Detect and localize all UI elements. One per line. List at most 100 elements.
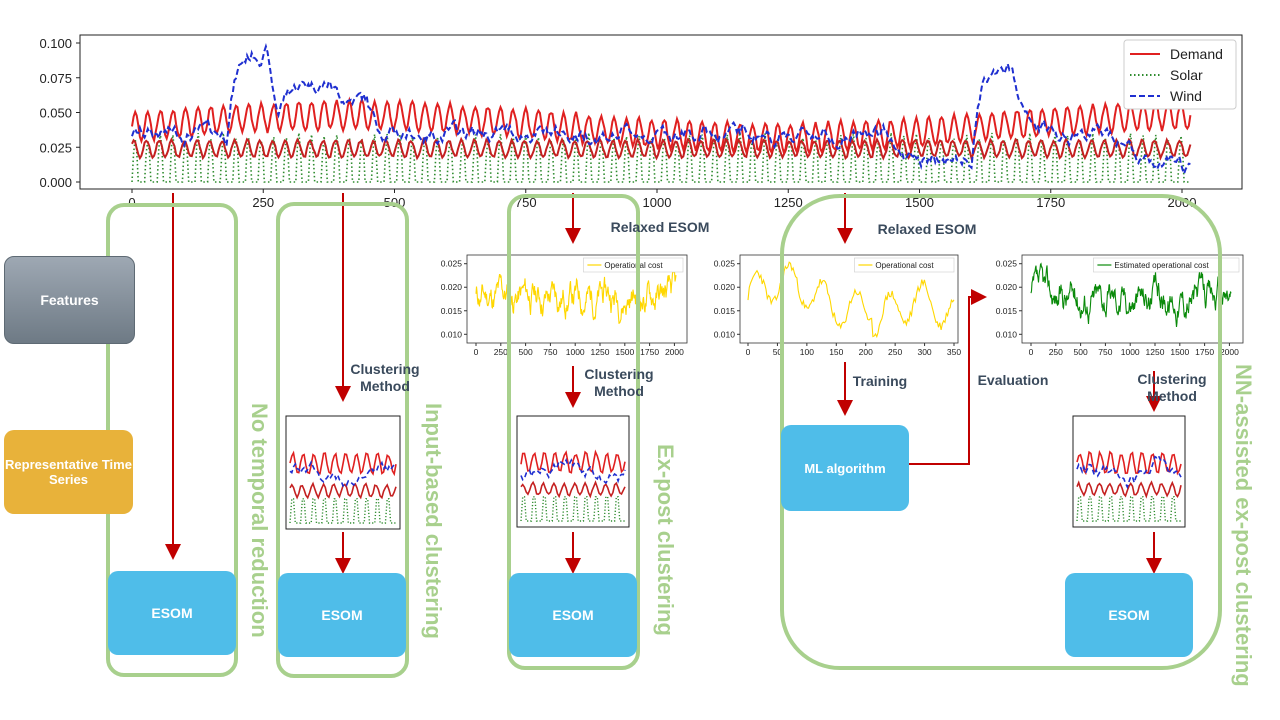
x-tick-label: 500: [1074, 347, 1088, 357]
thumb-demand-high: [520, 449, 626, 475]
x-tick-label: 300: [917, 347, 931, 357]
ml-algorithm-box: ML algorithm: [781, 425, 909, 511]
y-tick-label: 0.015: [996, 306, 1018, 316]
operational-cost-chart-full: 0.010 0.015 0.020 0.025 0 250 500 750 1000 1250 15…: [441, 254, 688, 357]
y-tick-label: 0.100: [39, 36, 72, 51]
label-input-based-clustering: Input-based clustering: [421, 403, 446, 639]
x-tick-label: 1500: [905, 195, 934, 210]
cost-line: [1030, 262, 1232, 327]
evaluation-arrow: [909, 289, 987, 465]
relaxed-esom-label-1: Relaxed ESOM: [610, 219, 710, 235]
y-tick-label: 0.000: [39, 175, 72, 190]
legend-box: [1093, 257, 1240, 273]
x-tick-label: 0: [1029, 347, 1034, 357]
legend-box: [854, 257, 955, 273]
x-tick-label: 1000: [1121, 347, 1140, 357]
thumb-demand-low: [1076, 480, 1182, 499]
y-tick-label: 0.025: [39, 140, 72, 155]
legend-box: [583, 257, 684, 273]
thumb-wind: [289, 460, 397, 488]
x-tick-label: 1500: [615, 347, 634, 357]
clustering-method-label-3: Clustering Method: [1137, 371, 1207, 404]
legend-label: Operational cost: [875, 261, 934, 270]
x-tick-label: 50: [773, 347, 783, 357]
esom-box-input-based: ESOM: [278, 573, 406, 657]
x-tick-label: 250: [1049, 347, 1063, 357]
x-tick-label: 500: [519, 347, 533, 357]
x-tick-label: 0: [474, 347, 479, 357]
frame-ex-post: [507, 194, 640, 670]
y-tick-label: 0.020: [441, 282, 463, 292]
x-tick-label: 1750: [640, 347, 659, 357]
x-tick-label: 150: [829, 347, 843, 357]
x-tick-label: 250: [494, 347, 508, 357]
thumb-wind: [1076, 454, 1182, 490]
label-no-temporal-reduction: No temporal reduction: [247, 403, 272, 638]
x-tick-label: 1250: [774, 195, 803, 210]
relaxed-esom-label-2: Relaxed ESOM: [877, 221, 977, 237]
y-tick-label: 0.025: [996, 259, 1018, 269]
esom-box-no-reduction: ESOM: [108, 571, 236, 655]
demand-line-low: [131, 136, 1192, 162]
representative-series-box: Representative Time Series: [4, 430, 133, 514]
thumb-demand-high: [1076, 449, 1182, 476]
x-tick-label: 1750: [1036, 195, 1065, 210]
x-tick-label: 200: [859, 347, 873, 357]
x-tick-label: 750: [543, 347, 557, 357]
x-tick-label: 250: [888, 347, 902, 357]
x-tick-label: 250: [252, 195, 274, 210]
x-tick-label: 1500: [1170, 347, 1189, 357]
x-tick-label: 100: [800, 347, 814, 357]
label-ex-post-clustering: Ex-post clustering: [653, 444, 678, 636]
y-tick-label: 0.010: [441, 329, 463, 339]
y-tick-label: 0.075: [39, 71, 72, 86]
representative-series-thumbnail-nn: [1072, 415, 1186, 528]
clustering-method-label-1: Clustering Method: [350, 361, 420, 394]
y-tick-label: 0.010: [714, 329, 736, 339]
esom-box-ex-post: ESOM: [509, 573, 637, 657]
legend: Demand Solar Wind: [1123, 39, 1237, 110]
x-tick-label: 2000: [1220, 347, 1239, 357]
y-tick-label: 0.025: [714, 259, 736, 269]
frame-input-based: [276, 202, 409, 678]
thumb-demand-high: [289, 450, 397, 477]
y-tick-label: 0.050: [39, 106, 72, 121]
esom-box-nn: ESOM: [1065, 573, 1193, 657]
label-nn-assisted-clustering: NN-assisted ex-post clustering: [1231, 364, 1256, 687]
legend-label: Solar: [1170, 67, 1203, 83]
demand-line-high: [131, 96, 1192, 157]
representative-series-thumbnail-ex-post: [516, 415, 630, 528]
legend-box: [1123, 39, 1237, 110]
main-plot-frame: [79, 34, 1243, 190]
x-tick-label: 0: [128, 195, 135, 210]
thumb-demand-low: [520, 480, 626, 499]
estimated-operational-cost-chart: 0.010 0.015 0.020 0.025 0 250 500 750 1000 1250 15…: [996, 254, 1244, 357]
operational-cost-chart-reduced: 0.010 0.015 0.020 0.025 0 50 100 150 200 250 300 35…: [714, 254, 961, 357]
y-tick-label: 0.015: [714, 306, 736, 316]
x-tick-label: 1250: [591, 347, 610, 357]
x-tick-label: 750: [1098, 347, 1112, 357]
main-timeseries-chart: 0 250 500 750 1000 1250 1500 1750 20000.0000.025…: [39, 34, 1243, 210]
legend-label: Operational cost: [604, 261, 663, 270]
thumb-wind: [520, 457, 626, 485]
clustering-method-label-2: Clustering Method: [584, 366, 654, 399]
y-tick-label: 0.020: [996, 282, 1018, 292]
y-tick-label: 0.015: [441, 306, 463, 316]
x-tick-label: 1250: [1146, 347, 1165, 357]
y-tick-label: 0.025: [441, 259, 463, 269]
representative-series-thumbnail-input-based: [285, 415, 401, 530]
x-tick-label: 1000: [643, 195, 672, 210]
x-tick-label: 0: [746, 347, 751, 357]
x-tick-label: 1000: [566, 347, 585, 357]
legend-label: Demand: [1170, 46, 1223, 62]
y-tick-label: 0.010: [996, 329, 1018, 339]
flow-arrows: [165, 193, 1162, 574]
training-label: Training: [852, 373, 908, 389]
legend-label: Estimated operational cost: [1114, 261, 1209, 270]
x-tick-label: 2000: [665, 347, 684, 357]
y-tick-label: 0.020: [714, 282, 736, 292]
wind-line: [131, 43, 1191, 177]
x-tick-label: 350: [947, 347, 961, 357]
legend-label: Wind: [1170, 88, 1202, 104]
